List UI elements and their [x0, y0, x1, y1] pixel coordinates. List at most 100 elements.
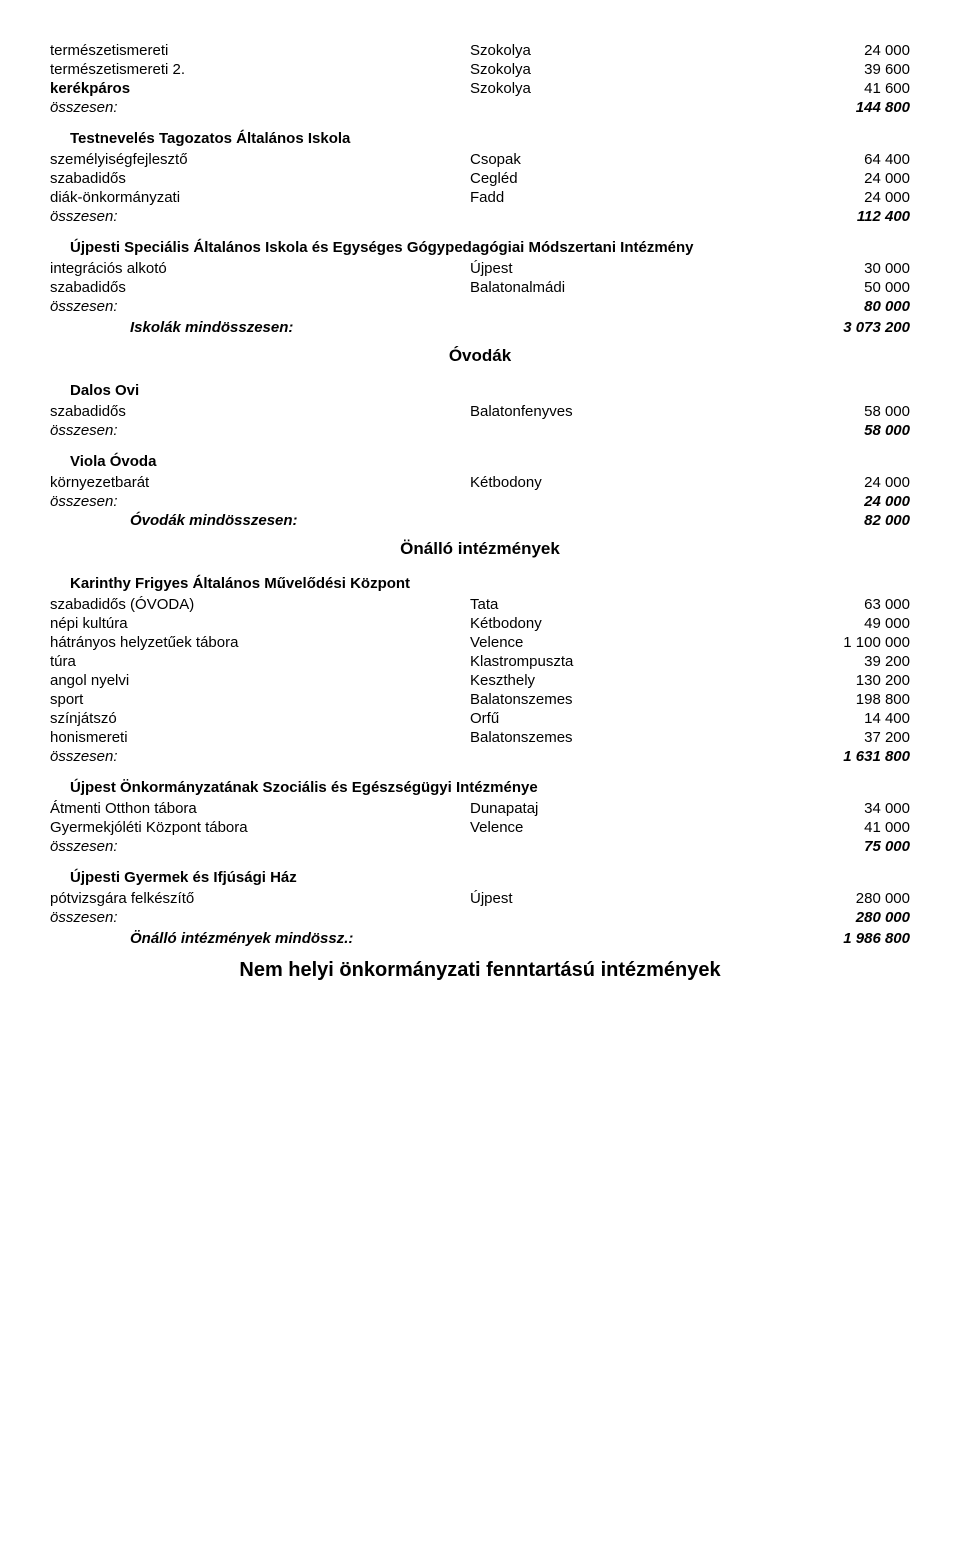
grand-total-row: Óvodák mindösszesen: 82 000	[50, 512, 910, 529]
grand-total-row: Iskolák mindösszesen: 3 073 200	[50, 319, 910, 336]
data-row: angol nyelviKeszthely130 200	[50, 672, 910, 689]
data-row: honismeretiBalatonszemes37 200	[50, 729, 910, 746]
cell-name: népi kultúra	[50, 615, 470, 632]
cell-name: Átmenti Otthon tábora	[50, 800, 470, 817]
data-row: Gyermekjóléti Központ tábora Velence 41 …	[50, 819, 910, 836]
data-row: szabadidős Balatonalmádi 50 000	[50, 279, 910, 296]
cell-name: diák-önkormányzati	[50, 189, 470, 206]
section-title: Újpest Önkormányzatának Szociális és Egé…	[50, 779, 910, 796]
cell-amount: 58 000	[730, 403, 910, 420]
cell-amount: 41 600	[730, 80, 910, 97]
sum-label: összesen:	[50, 493, 470, 510]
cell-place: Velence	[470, 819, 730, 836]
cell-place: Cegléd	[470, 170, 730, 187]
cell-amount: 39 200	[730, 653, 910, 670]
cell-place: Szokolya	[470, 80, 730, 97]
grand-total-label: Iskolák mindösszesen:	[50, 319, 810, 336]
section-title: Viola Óvoda	[50, 453, 910, 470]
cell-name: szabadidős (ÓVODA)	[50, 596, 470, 613]
cell-place: Dunapataj	[470, 800, 730, 817]
cell-amount: 24 000	[730, 189, 910, 206]
cell-amount: 41 000	[730, 819, 910, 836]
cell-name: integrációs alkotó	[50, 260, 470, 277]
sum-label: összesen:	[50, 298, 470, 315]
section-title: Testnevelés Tagozatos Általános Iskola	[50, 130, 910, 147]
cell-place: Klastrompuszta	[470, 653, 730, 670]
cell-amount: 39 600	[730, 61, 910, 78]
cell-amount: 24 000	[730, 170, 910, 187]
cell-place: Keszthely	[470, 672, 730, 689]
cell-amount: 49 000	[730, 615, 910, 632]
cell-place: Újpest	[470, 260, 730, 277]
sum-value: 75 000	[730, 838, 910, 855]
data-row: pótvizsgára felkészítő Újpest 280 000	[50, 890, 910, 907]
cell-name: hátrányos helyzetűek tábora	[50, 634, 470, 651]
cell-place: Balatonfenyves	[470, 403, 730, 420]
cell-amount: 30 000	[730, 260, 910, 277]
data-row: túraKlastrompuszta39 200	[50, 653, 910, 670]
cell-name: pótvizsgára felkészítő	[50, 890, 470, 907]
cell-amount: 24 000	[730, 42, 910, 59]
data-row: kerékpáros Szokolya 41 600	[50, 80, 910, 97]
data-row: Átmenti Otthon tábora Dunapataj 34 000	[50, 800, 910, 817]
sum-row: összesen: 80 000	[50, 298, 910, 315]
cell-name: sport	[50, 691, 470, 708]
grand-total-value: 82 000	[810, 512, 910, 529]
cell-name: színjátszó	[50, 710, 470, 727]
cell-amount: 34 000	[730, 800, 910, 817]
data-row: diák-önkormányzati Fadd 24 000	[50, 189, 910, 206]
sum-label: összesen:	[50, 208, 470, 225]
cell-amount: 63 000	[730, 596, 910, 613]
heading-onallo: Önálló intézmények	[50, 539, 910, 559]
sum-row: összesen: 75 000	[50, 838, 910, 855]
sum-value: 80 000	[730, 298, 910, 315]
cell-name: Gyermekjóléti Központ tábora	[50, 819, 470, 836]
cell-amount: 1 100 000	[730, 634, 910, 651]
grand-total-row: Önálló intézmények mindössz.: 1 986 800	[50, 930, 910, 947]
section-title: Újpesti Speciális Általános Iskola és Eg…	[50, 239, 910, 256]
sum-label: összesen:	[50, 422, 470, 439]
cell-name: szabadidős	[50, 403, 470, 420]
cell-name: kerékpáros	[50, 80, 470, 97]
sum-row: összesen: 112 400	[50, 208, 910, 225]
sum-value: 58 000	[730, 422, 910, 439]
cell-place: Tata	[470, 596, 730, 613]
cell-amount: 37 200	[730, 729, 910, 746]
sum-value: 112 400	[730, 208, 910, 225]
sum-row: összesen: 58 000	[50, 422, 910, 439]
sum-value: 24 000	[730, 493, 910, 510]
sum-value: 280 000	[730, 909, 910, 926]
data-row: természetismereti Szokolya 24 000	[50, 42, 910, 59]
sum-label: összesen:	[50, 748, 470, 765]
section-title: Dalos Ovi	[50, 382, 910, 399]
data-row: természetismereti 2. Szokolya 39 600	[50, 61, 910, 78]
grand-total-label: Önálló intézmények mindössz.:	[50, 930, 810, 947]
heading-ovodak: Óvodák	[50, 346, 910, 366]
sum-row: összesen: 1 631 800	[50, 748, 910, 765]
cell-name: természetismereti 2.	[50, 61, 470, 78]
cell-name: szabadidős	[50, 170, 470, 187]
sum-row: összesen: 24 000	[50, 493, 910, 510]
cell-name: honismereti	[50, 729, 470, 746]
cell-place: Fadd	[470, 189, 730, 206]
cell-place: Újpest	[470, 890, 730, 907]
sum-row: összesen: 144 800	[50, 99, 910, 116]
data-row: szabadidős Balatonfenyves 58 000	[50, 403, 910, 420]
cell-amount: 50 000	[730, 279, 910, 296]
cell-name: szabadidős	[50, 279, 470, 296]
cell-place: Kétbodony	[470, 474, 730, 491]
cell-place: Kétbodony	[470, 615, 730, 632]
grand-total-value: 1 986 800	[810, 930, 910, 947]
cell-amount: 130 200	[730, 672, 910, 689]
sum-value: 1 631 800	[730, 748, 910, 765]
grand-total-value: 3 073 200	[810, 319, 910, 336]
cell-place: Szokolya	[470, 61, 730, 78]
cell-place: Csopak	[470, 151, 730, 168]
cell-name: túra	[50, 653, 470, 670]
heading-final: Nem helyi önkormányzati fenntartású inté…	[50, 959, 910, 982]
sum-label: összesen:	[50, 838, 470, 855]
grand-total-label: Óvodák mindösszesen:	[50, 512, 810, 529]
data-row: integrációs alkotó Újpest 30 000	[50, 260, 910, 277]
data-row: környezetbarát Kétbodony 24 000	[50, 474, 910, 491]
data-row: sportBalatonszemes198 800	[50, 691, 910, 708]
